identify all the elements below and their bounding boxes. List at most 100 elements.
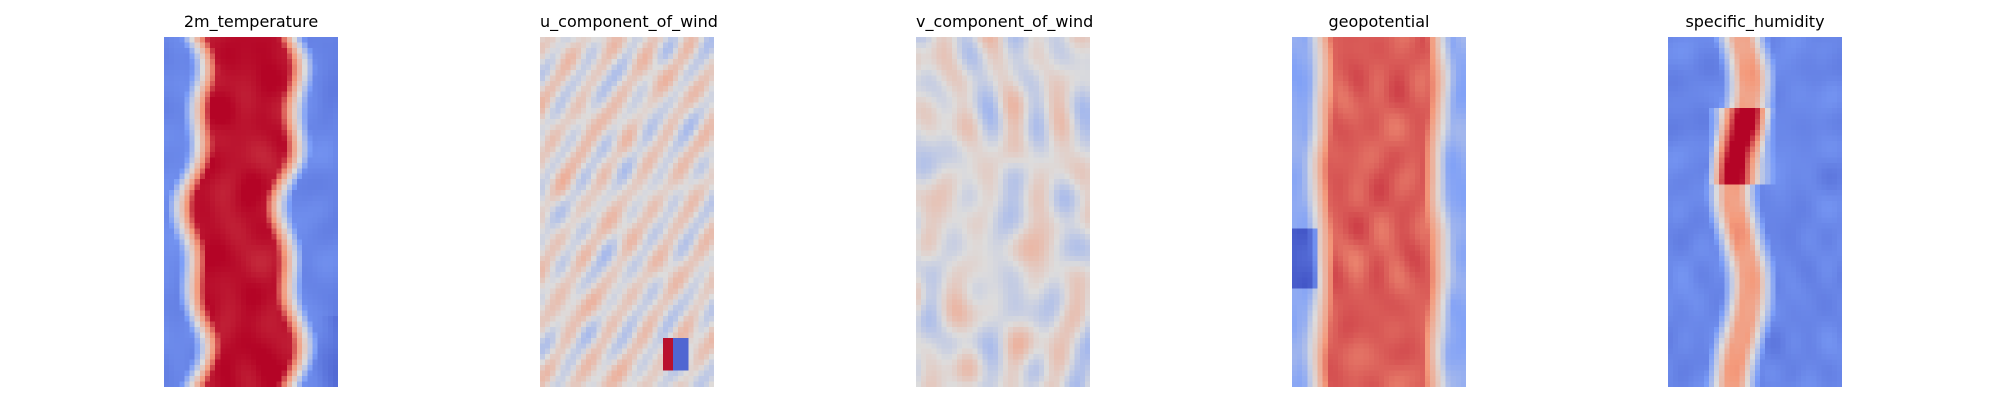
heatmap-cell (601, 272, 608, 279)
heatmap-cell (627, 348, 633, 355)
heatmap-cell (616, 228, 623, 235)
heatmap-cell (642, 37, 649, 44)
heatmap-cell (245, 146, 252, 153)
heatmap-cell (307, 113, 314, 120)
heatmap-cell (189, 250, 196, 257)
heatmap-cell (291, 184, 298, 191)
heatmap-cell (291, 244, 298, 251)
heatmap-cell (596, 102, 603, 109)
heatmap-cell (220, 233, 227, 240)
heatmap-cell (256, 244, 262, 251)
heatmap-cell (271, 37, 278, 44)
heatmap-cell (921, 91, 927, 98)
heatmap-cell (297, 354, 303, 361)
heatmap-cell (169, 179, 175, 186)
heatmap-cell (575, 337, 582, 344)
heatmap-cell (189, 261, 196, 268)
heatmap-cell (291, 151, 298, 158)
heatmap-cell (611, 102, 618, 109)
heatmap-cell (545, 250, 551, 257)
heatmap-cell (575, 179, 582, 186)
heatmap-cell (164, 42, 170, 49)
heatmap-cell (698, 37, 705, 44)
heatmap-cell (204, 359, 211, 366)
heatmap-cell (647, 326, 654, 333)
heatmap-cell (601, 261, 608, 268)
heatmap-cell (189, 365, 196, 372)
heatmap-cell (1084, 64, 1090, 71)
heatmap-cell (688, 80, 695, 87)
heatmap-cell (657, 129, 664, 137)
heatmap-cell (327, 129, 334, 137)
heatmap-cell (302, 37, 308, 44)
heatmap-cell (210, 365, 216, 372)
heatmap-cell (601, 113, 608, 120)
heatmap-cell (225, 343, 232, 350)
heatmap-cell (312, 113, 319, 120)
heatmap-cell (235, 162, 242, 169)
heatmap-cell (621, 233, 628, 240)
heatmap-cell (266, 75, 273, 82)
heatmap-cell (1003, 47, 1009, 55)
heatmap-cell (297, 80, 303, 87)
heatmap-cell (174, 146, 180, 153)
heatmap-cell (312, 173, 319, 180)
heatmap-cell (230, 261, 237, 268)
heatmap-cell (174, 108, 180, 115)
heatmap-cell (921, 75, 927, 82)
heatmap-cell (580, 304, 587, 312)
heatmap-cell (189, 332, 196, 339)
heatmap-cell (1043, 80, 1050, 87)
heatmap-cell (627, 168, 633, 175)
heatmap-cell (276, 37, 283, 44)
heatmap-cell (291, 354, 298, 361)
heatmap-cell (271, 332, 278, 339)
heatmap-cell (683, 42, 690, 49)
heatmap-cell (251, 343, 257, 350)
heatmap-cell (204, 239, 211, 246)
heatmap-cell (596, 283, 603, 290)
heatmap-cell (560, 97, 567, 104)
heatmap-cell (307, 75, 314, 82)
heatmap-cell (297, 212, 303, 219)
heatmap-cell (683, 108, 690, 115)
heatmap-cell (210, 332, 216, 339)
heatmap-cell (586, 261, 592, 268)
heatmap-cell (210, 124, 216, 131)
heatmap-cell (673, 299, 679, 306)
heatmap-cell (586, 119, 592, 126)
heatmap-cell (657, 173, 664, 180)
heatmap-cell (225, 212, 232, 219)
heatmap-cell (322, 47, 329, 55)
heatmap-cell (652, 272, 659, 279)
heatmap-cell (332, 272, 338, 279)
heatmap-cell (560, 299, 567, 306)
heatmap-cell (230, 370, 237, 377)
heatmap-cell (276, 119, 283, 126)
heatmap-cell (621, 321, 628, 328)
heatmap-cell (703, 53, 710, 60)
heatmap-u-component-of-wind (540, 37, 714, 387)
heatmap-cell (601, 53, 608, 60)
heatmap-cell (297, 222, 303, 230)
heatmap-cell (555, 124, 562, 131)
heatmap-cell (667, 124, 674, 131)
heatmap-cell (174, 97, 180, 104)
heatmap-cell (667, 206, 674, 213)
heatmap-cell (245, 321, 252, 328)
heatmap-cell (322, 157, 329, 164)
heatmap-cell (332, 321, 338, 328)
heatmap-cell (621, 119, 628, 126)
heatmap-cell (570, 381, 577, 387)
heatmap-cell (1084, 113, 1090, 120)
heatmap-cell (652, 376, 659, 383)
heatmap-cell (210, 190, 216, 197)
heatmap-cell (555, 47, 562, 55)
heatmap-cell (698, 173, 705, 180)
heatmap-cell (312, 206, 319, 213)
heatmap-cell (210, 304, 216, 312)
heatmap-cell (251, 228, 257, 235)
heatmap-cell (297, 47, 303, 55)
heatmap-cell (194, 173, 201, 180)
heatmap-cell (941, 64, 948, 71)
